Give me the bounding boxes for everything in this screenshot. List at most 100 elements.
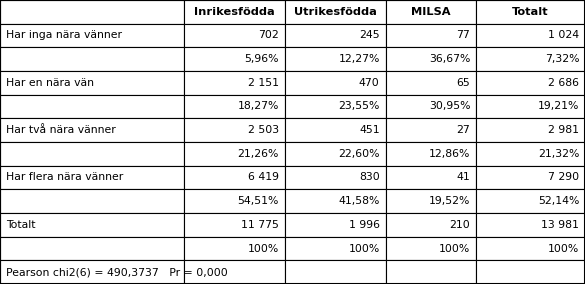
Text: 54,51%: 54,51%: [238, 196, 279, 206]
Text: 30,95%: 30,95%: [429, 101, 470, 112]
Text: 702: 702: [259, 30, 279, 41]
Bar: [476, 166, 585, 189]
Bar: [386, 142, 476, 166]
Text: 23,55%: 23,55%: [338, 101, 380, 112]
Text: 100%: 100%: [349, 243, 380, 254]
Bar: [476, 118, 585, 142]
Text: 830: 830: [359, 172, 380, 183]
Bar: [0, 95, 184, 118]
Bar: [285, 95, 386, 118]
Text: 52,14%: 52,14%: [538, 196, 579, 206]
Text: Har två nära vänner: Har två nära vänner: [6, 125, 116, 135]
Bar: [386, 260, 476, 284]
Text: Har inga nära vänner: Har inga nära vänner: [6, 30, 122, 41]
Bar: [285, 260, 386, 284]
Text: 7 290: 7 290: [548, 172, 579, 183]
Bar: [184, 213, 285, 237]
Bar: [0, 24, 184, 47]
Text: 2 151: 2 151: [248, 78, 279, 88]
Bar: [386, 189, 476, 213]
Bar: [386, 213, 476, 237]
Text: 451: 451: [359, 125, 380, 135]
Bar: [476, 24, 585, 47]
Bar: [386, 71, 476, 95]
Bar: [476, 47, 585, 71]
Bar: [476, 237, 585, 260]
Bar: [285, 0, 386, 24]
Text: 21,32%: 21,32%: [538, 149, 579, 159]
Text: Totalt: Totalt: [6, 220, 35, 230]
Bar: [476, 260, 585, 284]
Text: 6 419: 6 419: [248, 172, 279, 183]
Bar: [184, 24, 285, 47]
Bar: [285, 47, 386, 71]
Bar: [285, 166, 386, 189]
Bar: [0, 166, 184, 189]
Bar: [476, 95, 585, 118]
Text: Pearson chi2(6) = 490,3737   Pr = 0,000: Pearson chi2(6) = 490,3737 Pr = 0,000: [6, 267, 228, 277]
Bar: [0, 213, 184, 237]
Bar: [184, 237, 285, 260]
Text: Utrikesfödda: Utrikesfödda: [294, 7, 377, 17]
Bar: [0, 260, 184, 284]
Text: 1 996: 1 996: [349, 220, 380, 230]
Bar: [0, 47, 184, 71]
Bar: [0, 189, 184, 213]
Bar: [476, 142, 585, 166]
Bar: [476, 213, 585, 237]
Text: 245: 245: [359, 30, 380, 41]
Bar: [285, 213, 386, 237]
Bar: [0, 237, 184, 260]
Bar: [386, 237, 476, 260]
Text: 1 024: 1 024: [548, 30, 579, 41]
Text: 11 775: 11 775: [241, 220, 279, 230]
Text: 36,67%: 36,67%: [429, 54, 470, 64]
Text: 19,52%: 19,52%: [429, 196, 470, 206]
Text: Totalt: Totalt: [512, 7, 549, 17]
Bar: [0, 118, 184, 142]
Text: 21,26%: 21,26%: [238, 149, 279, 159]
Bar: [184, 0, 285, 24]
Text: 41,58%: 41,58%: [338, 196, 380, 206]
Text: MILSA: MILSA: [411, 7, 450, 17]
Text: 77: 77: [456, 30, 470, 41]
Bar: [0, 142, 184, 166]
Bar: [386, 166, 476, 189]
Bar: [184, 166, 285, 189]
Bar: [0, 71, 184, 95]
Bar: [184, 118, 285, 142]
Text: 18,27%: 18,27%: [238, 101, 279, 112]
Text: 7,32%: 7,32%: [545, 54, 579, 64]
Bar: [386, 0, 476, 24]
Bar: [386, 47, 476, 71]
Bar: [285, 24, 386, 47]
Bar: [476, 71, 585, 95]
Bar: [476, 0, 585, 24]
Text: 65: 65: [456, 78, 470, 88]
Text: 210: 210: [450, 220, 470, 230]
Bar: [386, 24, 476, 47]
Text: 100%: 100%: [248, 243, 279, 254]
Text: 2 503: 2 503: [248, 125, 279, 135]
Bar: [184, 95, 285, 118]
Bar: [184, 142, 285, 166]
Text: 100%: 100%: [548, 243, 579, 254]
Bar: [386, 118, 476, 142]
Bar: [386, 95, 476, 118]
Bar: [184, 71, 285, 95]
Text: 2 981: 2 981: [548, 125, 579, 135]
Text: Inrikesfödda: Inrikesfödda: [194, 7, 275, 17]
Bar: [285, 142, 386, 166]
Text: 470: 470: [359, 78, 380, 88]
Text: 100%: 100%: [439, 243, 470, 254]
Bar: [0, 0, 184, 24]
Text: 12,86%: 12,86%: [429, 149, 470, 159]
Bar: [476, 189, 585, 213]
Text: 5,96%: 5,96%: [245, 54, 279, 64]
Text: 27: 27: [456, 125, 470, 135]
Text: 12,27%: 12,27%: [338, 54, 380, 64]
Bar: [184, 260, 285, 284]
Text: 19,21%: 19,21%: [538, 101, 579, 112]
Text: Har flera nära vänner: Har flera nära vänner: [6, 172, 123, 183]
Text: 41: 41: [456, 172, 470, 183]
